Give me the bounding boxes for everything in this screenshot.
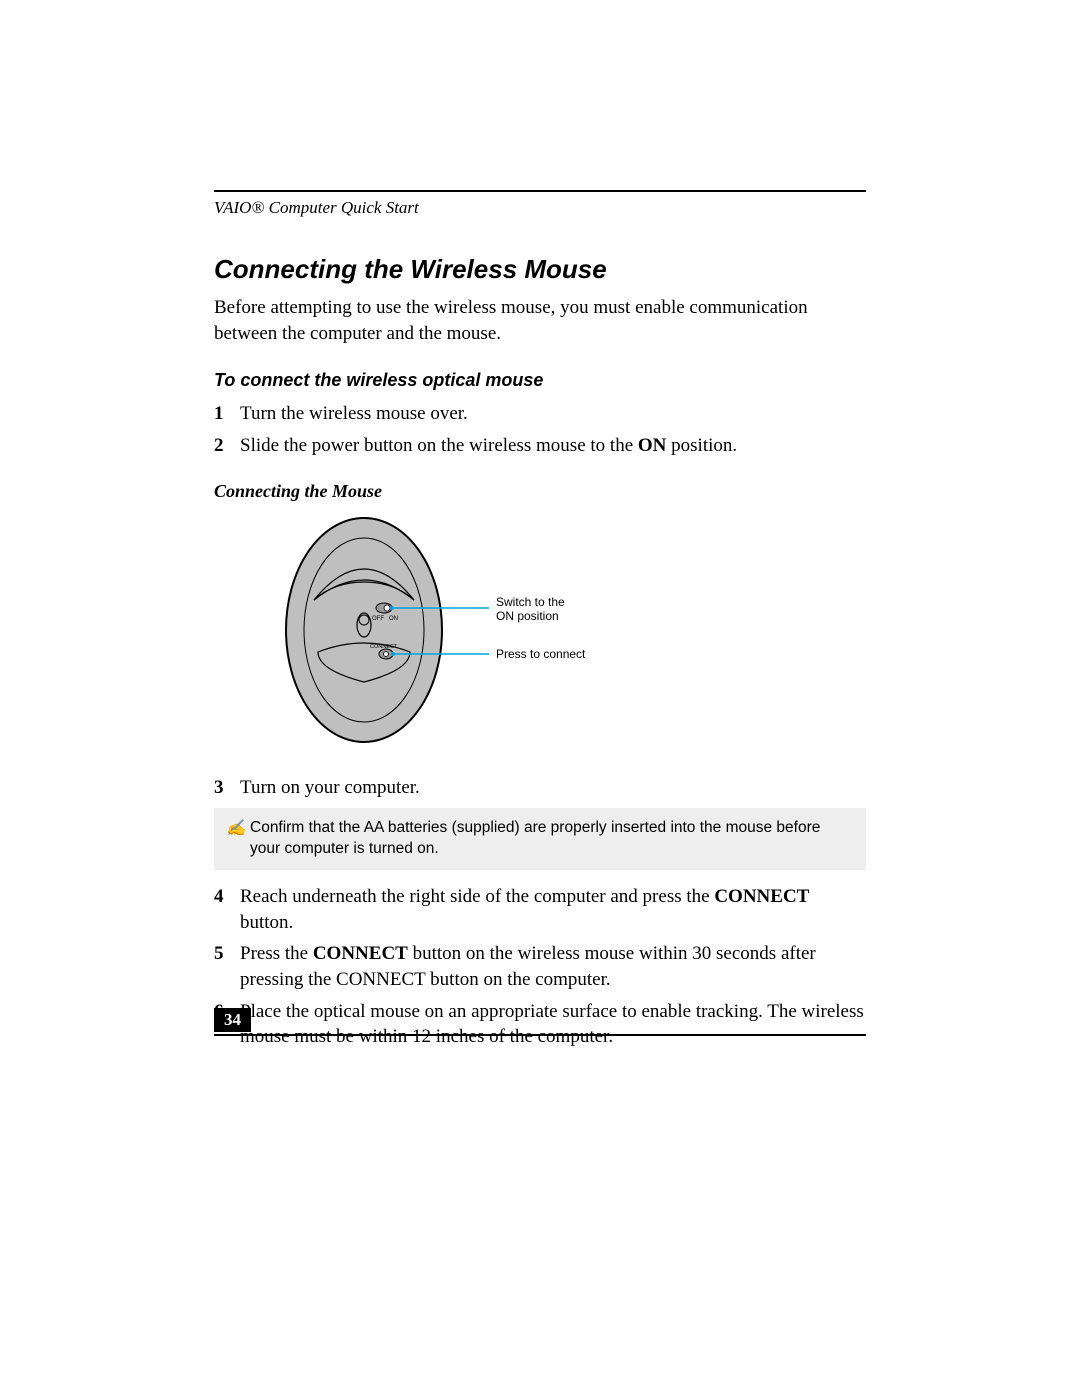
note-icon: ✍: [226, 818, 250, 860]
callout-switch-line1: Switch to the: [496, 595, 565, 609]
step-number: 2: [214, 433, 240, 459]
mouse-figure: OFF ON CONNECT Switch to the ON position: [214, 510, 866, 755]
leader-dot-switch: [390, 606, 394, 610]
step-text-post: position.: [666, 435, 737, 456]
bottom-rule: [214, 1034, 866, 1036]
step-item: 2 Slide the power button on the wireless…: [214, 433, 866, 459]
step-number: 3: [214, 775, 240, 801]
step-text-pre: Slide the power button on the wireless m…: [240, 435, 638, 456]
connect-label: CONNECT: [370, 644, 398, 650]
figure-caption: Connecting the Mouse: [214, 481, 866, 502]
step-number: 4: [214, 884, 240, 935]
step-item: 5 Press the CONNECT button on the wirele…: [214, 941, 866, 992]
running-header: VAIO® Computer Quick Start: [214, 198, 866, 218]
content-column: VAIO® Computer Quick Start Connecting th…: [214, 190, 866, 1072]
section-title: Connecting the Wireless Mouse: [214, 254, 866, 285]
steps-group-a: 1 Turn the wireless mouse over. 2 Slide …: [214, 401, 866, 458]
mouse-diagram-svg: OFF ON CONNECT Switch to the ON position: [214, 510, 714, 750]
leader-dot-connect: [391, 652, 395, 656]
callout-switch-line2: ON position: [496, 609, 559, 623]
page: VAIO® Computer Quick Start Connecting th…: [0, 0, 1080, 1397]
step-text: Turn on your computer.: [240, 775, 866, 801]
step-text-pre: Reach underneath the right side of the c…: [240, 886, 714, 907]
step-text: Reach underneath the right side of the c…: [240, 884, 866, 935]
intro-paragraph: Before attempting to use the wireless mo…: [214, 295, 866, 346]
step-item: 4 Reach underneath the right side of the…: [214, 884, 866, 935]
top-rule: [214, 190, 866, 192]
step-text-bold: ON: [638, 435, 667, 456]
step-number: 1: [214, 401, 240, 427]
footer: 34: [214, 1008, 866, 1036]
steps-group-b: 3 Turn on your computer.: [214, 775, 866, 801]
callout-press: Press to connect: [496, 647, 586, 661]
step-item: 3 Turn on your computer.: [214, 775, 866, 801]
procedure-heading: To connect the wireless optical mouse: [214, 370, 866, 391]
step-text-pre: Press the: [240, 943, 313, 964]
step-text-bold: CONNECT: [714, 886, 809, 907]
note-text: Confirm that the AA batteries (supplied)…: [250, 818, 854, 860]
step-text: Turn the wireless mouse over.: [240, 401, 866, 427]
off-label: OFF: [372, 616, 384, 622]
optical-lens-top: [359, 615, 369, 625]
on-label: ON: [389, 616, 398, 622]
step-item: 1 Turn the wireless mouse over.: [214, 401, 866, 427]
page-number: 34: [214, 1008, 251, 1032]
step-number: 5: [214, 941, 240, 992]
step-text-bold: CONNECT: [313, 943, 408, 964]
step-text-post: button.: [240, 912, 293, 933]
step-text: Press the CONNECT button on the wireless…: [240, 941, 866, 992]
step-text: Slide the power button on the wireless m…: [240, 433, 866, 459]
note-box: ✍ Confirm that the AA batteries (supplie…: [214, 808, 866, 870]
